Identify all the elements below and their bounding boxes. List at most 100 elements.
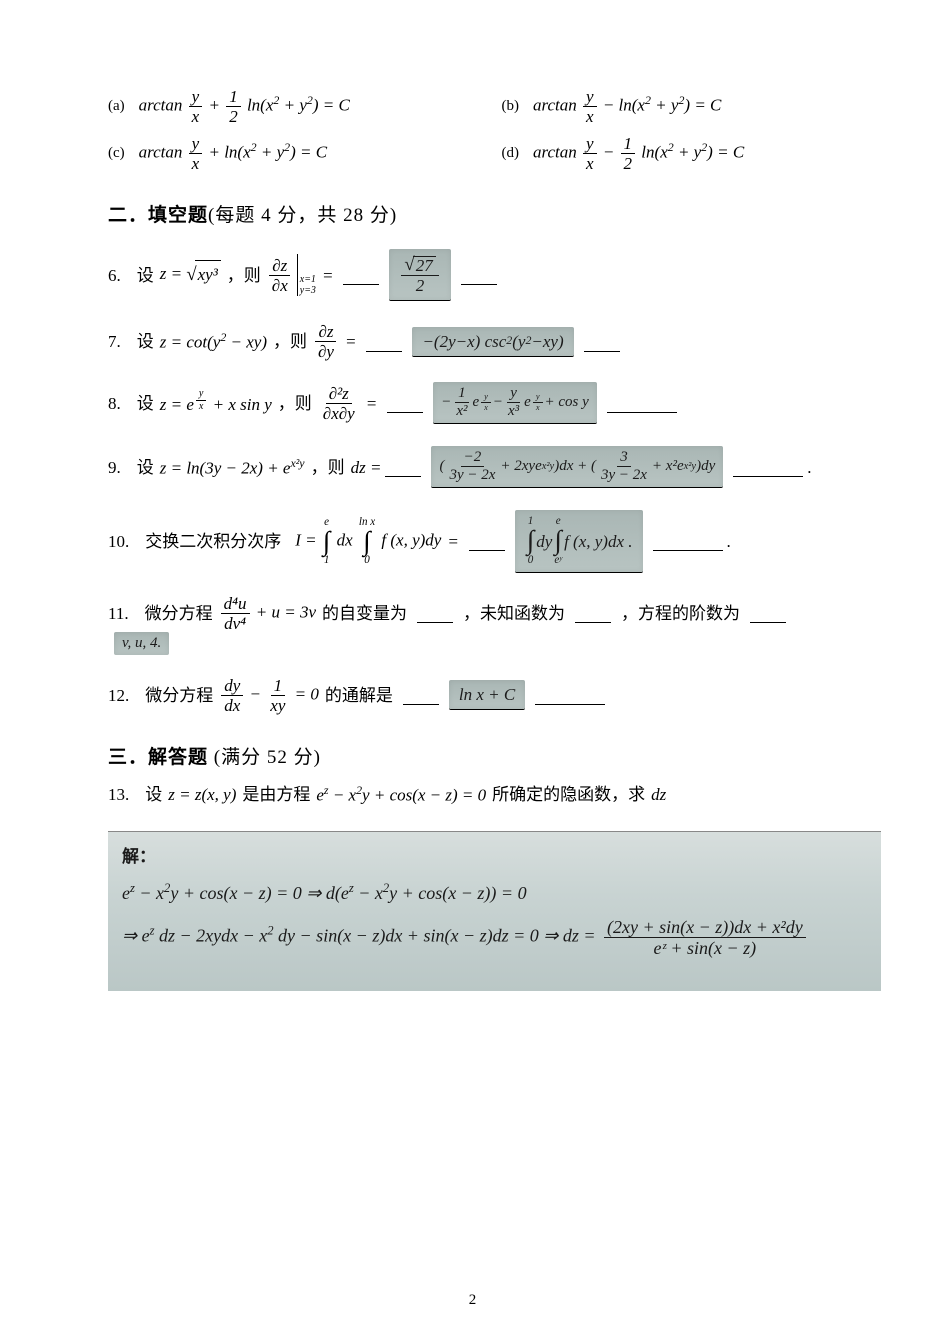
q9a-e2: x²y [684,462,696,473]
mc-label-b: (b) [502,98,520,115]
q13-set: 设 [145,781,162,808]
problem-7: 7. 设 z = cot(y2 − xy) ，则 ∂z ∂y = −(2y − … [108,323,855,360]
q10-I: I = e∫1 dx ln x∫0 f (x, y)dy [295,517,441,566]
q12-pre: 微分方程 [145,682,213,709]
q11-b2 [575,603,611,623]
mc-label-c: (c) [108,145,125,162]
q11-dtail: + u = 3v [256,602,316,621]
q6-blank-right [461,265,497,285]
q8-answer: − 1x² eyx − yx³ eyx + cos y [433,382,597,424]
q8a-e2t: y [533,393,543,403]
q8-blank-right [607,394,677,414]
q11-num: 11. [108,600,129,627]
q12-bl [403,685,439,705]
q6-num: 6. [108,262,121,289]
q12-f2b: xy [267,696,288,714]
q12-num: 12. [108,682,129,709]
q13-t2: 所确定的隐函数，求 [492,781,645,808]
q8a-e2b: x [533,403,543,412]
q6-then: ，则 [227,262,261,289]
q10-eq: = [447,528,458,555]
q6-z: z = √xy³ [160,260,221,290]
mc-label-d: (d) [502,145,520,162]
q8-exp-top: y [196,389,207,401]
section-2-heading: 二．填空题 [108,205,208,226]
problem-10: 10. 交换二次积分次序 I = e∫1 dx ln x∫0 f (x, y)d… [108,510,855,572]
q10-il: 0 [364,555,370,566]
q9a-m2: + x²e [652,459,684,474]
q9-z: z = ln(3y − 2x) + ex²y [160,454,305,482]
q13-zxy: z = z(x, y) [168,781,236,808]
q8-set: 设 [137,390,154,417]
q12-t: 的通解是 [325,682,393,709]
q8-blank-left [387,394,423,414]
q11-pre: 微分方程 [145,600,213,627]
q11-t2: ，未知函数为 [463,600,565,627]
q12-br [535,685,605,705]
q8a-t1b: x² [453,403,470,419]
q6-dtop: ∂z [269,257,290,276]
q8a-t1t: 1 [455,386,469,403]
q10-dx: dx [337,530,353,549]
q12-f2t: 1 [271,677,286,696]
q11-b1 [417,603,453,623]
q10a-ol: 0 [528,555,534,566]
q8a-e1b: x [481,403,491,412]
mc-formula-a: arctan yx + 12 ln(x2 + y2) = C [139,88,350,125]
q7-blank-left [366,332,402,352]
q8a-t2b: x³ [505,403,522,419]
q6-z-arg: xy³ [198,265,218,284]
q10a-il: eʸ [554,555,562,566]
page: (a) arctan yx + 12 ln(x2 + y2) = C (b) a… [0,0,945,1335]
q13-dz: dz [651,781,666,808]
mc-row-2: (c) arctan yx + ln(x2 + y2) = C (d) arct… [108,135,855,172]
mc-formula-c: arctan yx + ln(x2 + y2) = C [139,135,327,172]
q12-answer: ln x + C [449,680,525,710]
mc-option-c: (c) arctan yx + ln(x2 + y2) = C [108,135,462,172]
q6-ans-bot: 2 [413,276,428,294]
section-2-note: (每题 4 分，共 28 分) [208,205,397,226]
q8-exp-bot: x [196,401,207,412]
solution-line-1: ez − x2y + cos(x − z) = 0 ⇒ d(ez − x2y +… [122,881,867,904]
q8a-e1t: y [481,393,491,403]
q11-answer: v, u, 4. [114,632,169,655]
q9-z-exp: x²y [290,456,304,470]
mc-formula-b: arctan yx − ln(x2 + y2) = C [533,88,721,125]
q6-eq: = [322,262,333,289]
q6-set: 设 [137,262,154,289]
section-2-title: 二．填空题(每题 4 分，共 28 分) [108,200,855,227]
q8a-tail: + cos y [545,395,589,410]
q12-deq: dydx − 1xy = 0 [219,677,319,714]
q8-z: z = eyx + x sin y [160,389,272,418]
q9a-f1b: 3y − 2x [446,467,498,483]
q6-cond2: y=3 [300,285,316,296]
mc-formula-d: arctan yx − 12 ln(x2 + y2) = C [533,135,744,172]
solution-13: 解： ez − x2y + cos(x − z) = 0 ⇒ d(ez − x2… [108,831,881,991]
q9a-dx: )dx + ( [554,459,596,474]
q10a-fxy: f (x, y)dx . [564,533,632,550]
mc-option-b: (b) arctan yx − ln(x2 + y2) = C [502,88,856,125]
q10a-dy: dy [536,533,552,550]
section-3-heading: 三．解答题 [108,747,208,768]
mc-row-1: (a) arctan yx + 12 ln(x2 + y2) = C (b) a… [108,88,855,125]
q10-num: 10. [108,528,129,555]
sol-frac-top: (2xy + sin(x − z))dx + x²dy [604,918,806,938]
q8-deriv: ∂²z ∂x∂y [320,385,358,422]
q6-blank-left [343,265,379,285]
q8-then: ，则 [278,390,312,417]
q8-dbot: ∂x∂y [320,404,358,422]
q7-eq: = [345,328,356,355]
q11-db: dv⁴ [221,614,249,632]
q7-deriv: ∂z ∂y [315,323,337,360]
q7-z: z = cot(y2 − xy) [160,328,267,356]
q11-dt: d⁴u [221,595,250,614]
mc-option-a: (a) arctan yx + 12 ln(x2 + y2) = C [108,88,462,125]
q8a-t2t: y [507,386,520,403]
q9a-e1: x²y [542,462,554,473]
mc-option-d: (d) arctan yx − 12 ln(x2 + y2) = C [502,135,856,172]
q11-b3 [750,603,786,623]
q10-fxy: f (x, y)dy [381,530,441,549]
q9-answer: ( −23y − 2x + 2xyex²y )dx + ( 33y − 2x +… [431,446,723,488]
q9-blank-right [733,458,803,478]
q13-t1: 是由方程 [242,781,310,808]
